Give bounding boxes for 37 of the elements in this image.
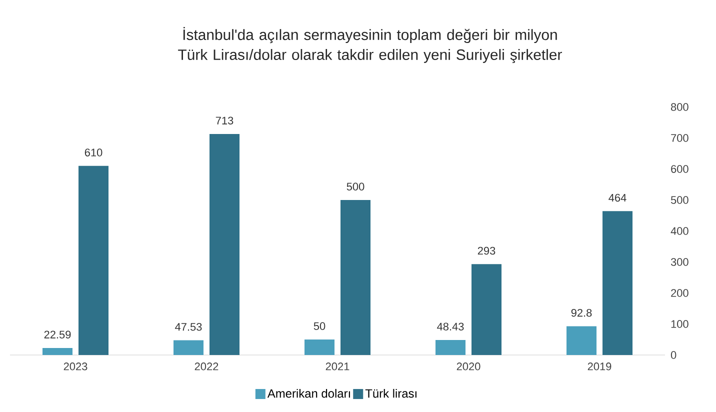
x-tick-label: 2020 [456,362,480,370]
bar [436,340,466,355]
x-tick-label: 2023 [64,362,88,370]
x-tick-label: 2022 [194,362,218,370]
y-tick-label: 500 [670,196,688,204]
y-tick-label: 0 [670,351,676,359]
data-label: 713 [216,116,234,124]
y-tick-label: 600 [671,165,688,173]
data-label: 464 [608,194,626,202]
bar [304,340,335,355]
bar [42,348,72,355]
legend-label: Türk lirası [365,388,416,398]
x-tick-label: 2019 [588,362,612,370]
data-label: 48.43 [437,322,464,330]
data-label: 500 [346,182,364,190]
data-label: 47.53 [175,323,202,331]
data-label: 92.8 [571,308,592,317]
y-tick-label: 300 [670,258,688,266]
bar [566,326,597,355]
bar [602,211,633,355]
data-label: 50 [314,322,326,330]
data-label: 610 [84,148,102,156]
bar [210,134,240,355]
bar [472,264,502,355]
bar [78,166,108,355]
bar [340,200,371,355]
data-label: 293 [478,246,496,255]
data-label: 22.59 [44,330,71,338]
chart-title: İstanbul'da açılan sermayesinin toplam değeri bir milyon Türk Lirası/dolar olarak takdir edilen yeni Suriyeli şirketler [178,26,562,64]
y-tick-label: 800 [670,103,688,111]
y-tick-label: 100 [671,320,688,328]
y-tick-label: 200 [671,289,688,297]
legend-label: Amerikan doları [267,388,350,398]
bar [174,340,204,355]
y-tick-label: 700 [671,134,688,142]
y-tick-label: 400 [670,227,688,235]
x-tick-label: 2021 [326,362,350,370]
